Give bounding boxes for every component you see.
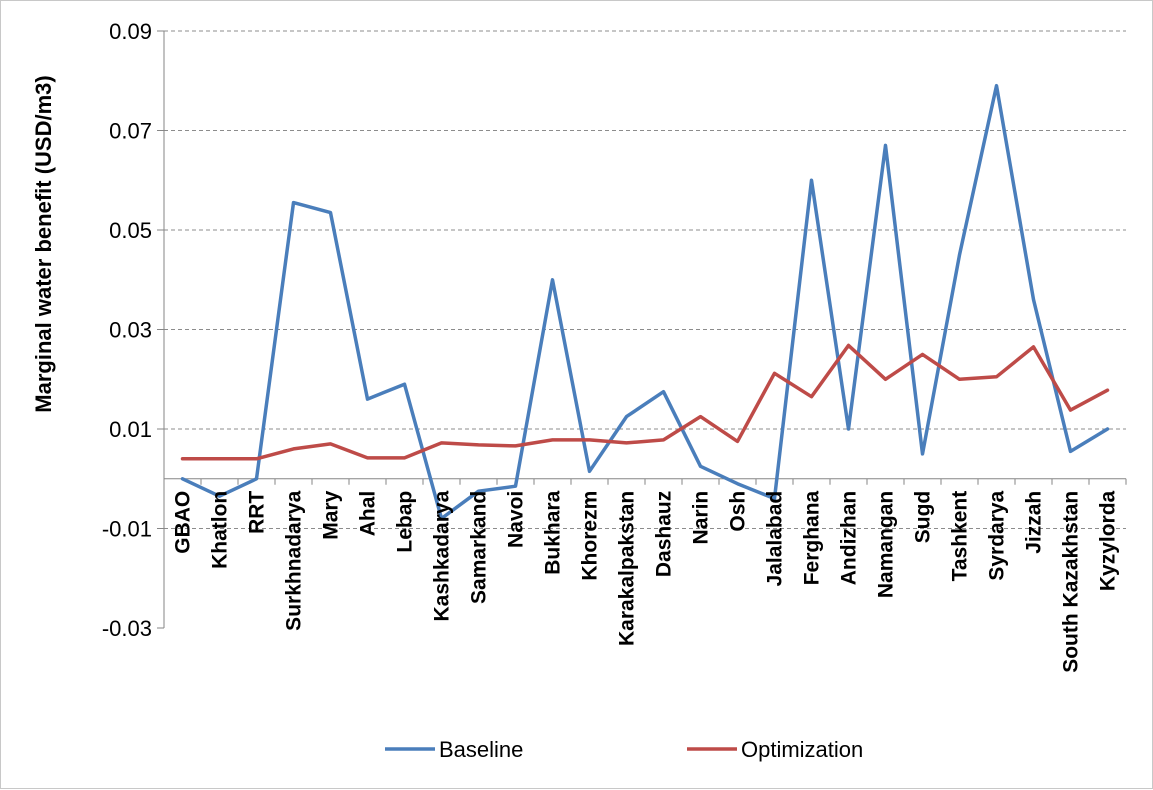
y-tick-label: 0.05: [109, 218, 152, 243]
x-tick-label: Ferghana: [801, 490, 824, 585]
x-tick-label: Namangan: [875, 491, 898, 598]
x-tick-label: Tashkent: [949, 491, 972, 582]
series-line-baseline: [180, 83, 1110, 521]
x-tick-label: GBAO: [172, 491, 195, 554]
x-tick-label: South Kazakhstan: [1060, 491, 1083, 673]
x-tick-label: Andizhan: [838, 491, 861, 586]
x-tick-label: Lebap: [394, 491, 417, 553]
y-tick-label: 0.07: [109, 119, 152, 144]
x-tick-label: Kyzylorda: [1097, 490, 1120, 591]
x-tick-label: Narin: [690, 491, 713, 545]
x-tick-label: Osh: [727, 491, 750, 532]
x-tick-label: RRT: [246, 491, 269, 534]
x-tick-label: Syrdarya: [986, 490, 1009, 580]
gridlines: [164, 30, 1126, 529]
x-tick-label: Khorezm: [579, 491, 602, 581]
x-tick-label: Karakalpakstan: [616, 491, 639, 646]
series-lines: [180, 83, 1110, 521]
y-tick-label: -0.03: [102, 616, 152, 641]
y-tick-label: 0.03: [109, 318, 152, 343]
series-line-optimization: [180, 343, 1110, 461]
axes: [157, 30, 1127, 629]
y-tick-label: -0.01: [102, 517, 152, 542]
x-tick-label: Khatlon: [209, 491, 232, 569]
x-tick-label: Ahal: [357, 491, 380, 537]
x-tick-label: Mary: [320, 490, 343, 539]
x-tick-label: Dashauz: [653, 491, 676, 577]
x-tick-label: Navoi: [505, 491, 528, 548]
legend-label-optimization: Optimization: [741, 737, 863, 762]
x-tick-label: Samarkand: [468, 491, 491, 604]
legend: Baseline Optimization: [385, 737, 863, 762]
tick-labels: 0.09 0.07 0.05 0.03 0.01 -0.01 -0.03 GBAO Khatlo…: [102, 19, 1120, 673]
y-tick-label: 0.09: [109, 19, 152, 44]
x-tick-label: Sugd: [912, 491, 935, 544]
x-tick-label: Surkhnadarya: [283, 490, 306, 630]
y-tick-label: 0.01: [109, 417, 152, 442]
x-tick-label: Jizzah: [1023, 491, 1046, 554]
x-tick-label: Kashkadarya: [431, 490, 454, 621]
x-tick-label: Bukhara: [542, 490, 565, 574]
legend-label-baseline: Baseline: [439, 737, 523, 762]
y-axis-title: Marginal water benefit (USD/m3): [31, 75, 56, 412]
x-tick-label: Jalalabad: [764, 491, 787, 587]
